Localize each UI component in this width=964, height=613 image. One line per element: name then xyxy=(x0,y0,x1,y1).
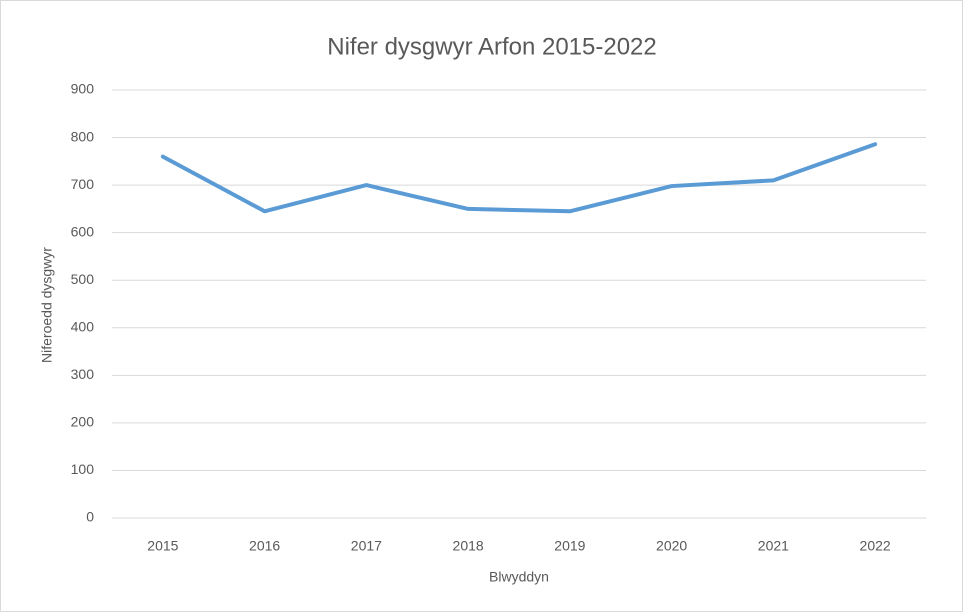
y-tick-label: 400 xyxy=(71,318,95,334)
y-tick-label: 500 xyxy=(71,271,95,287)
y-tick-label: 800 xyxy=(71,128,95,144)
y-tick-label: 100 xyxy=(71,461,95,477)
x-tick-label: 2019 xyxy=(554,538,585,554)
x-tick-label: 2022 xyxy=(860,538,891,554)
y-tick-label: 300 xyxy=(71,366,95,382)
y-tick-label: 200 xyxy=(71,414,95,430)
x-axis-label: Blwyddyn xyxy=(489,569,549,585)
chart-title: Nifer dysgwyr Arfon 2015-2022 xyxy=(327,33,657,60)
y-tick-label: 600 xyxy=(71,223,95,239)
x-tick-label: 2016 xyxy=(249,538,280,554)
x-tick-label: 2018 xyxy=(453,538,484,554)
x-tick-label: 2017 xyxy=(351,538,382,554)
data-line xyxy=(160,142,878,214)
x-tick-label: 2020 xyxy=(656,538,687,554)
x-tick-label: 2015 xyxy=(147,538,178,554)
y-axis-label: Niferoedd dysgwyr xyxy=(39,247,55,363)
x-tick-label: 2021 xyxy=(758,538,789,554)
y-tick-label: 700 xyxy=(71,176,95,192)
y-tick-label: 0 xyxy=(86,509,94,525)
y-tick-label: 900 xyxy=(71,81,95,97)
